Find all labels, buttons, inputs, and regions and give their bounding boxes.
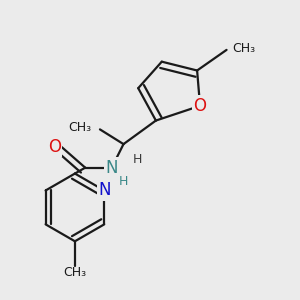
Text: H: H	[119, 175, 128, 188]
Text: O: O	[194, 97, 207, 115]
Text: N: N	[98, 182, 110, 200]
Text: CH₃: CH₃	[63, 266, 86, 279]
Text: CH₃: CH₃	[68, 122, 91, 134]
Text: CH₃: CH₃	[232, 42, 256, 55]
Text: N: N	[106, 159, 118, 177]
Text: H: H	[132, 153, 142, 166]
Text: O: O	[48, 138, 61, 156]
